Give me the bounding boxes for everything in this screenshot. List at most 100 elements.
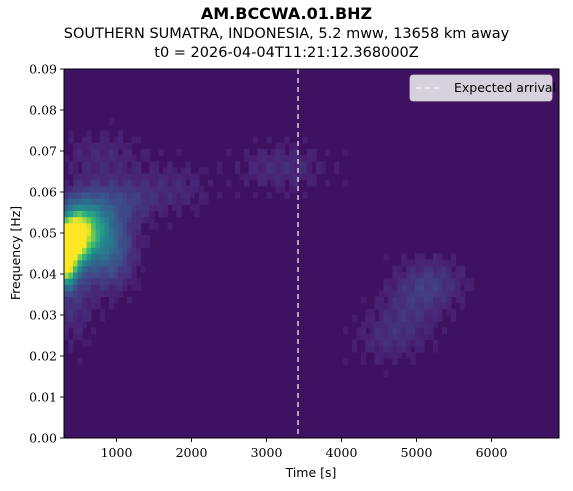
heatmap-cell (136, 192, 142, 199)
heatmap-cell (401, 308, 407, 316)
heatmap-cell (77, 192, 83, 199)
heatmap-cell (163, 192, 169, 199)
heatmap-cell (437, 253, 443, 261)
heatmap-cell (77, 302, 83, 310)
heatmap-cell (392, 321, 398, 328)
heatmap-cell (68, 315, 74, 322)
heatmap-cell (113, 142, 119, 150)
heatmap-cell (64, 315, 70, 322)
heatmap-cell (73, 259, 79, 267)
heatmap-cell (100, 259, 106, 267)
heatmap-cell (86, 290, 92, 298)
x-tick-label: 6000 (476, 445, 508, 460)
heatmap-cell (451, 308, 457, 316)
heatmap-cell (82, 265, 88, 273)
heatmap-cell (154, 167, 160, 175)
heatmap-cell (91, 327, 97, 335)
heatmap-cell (68, 136, 74, 144)
heatmap-cell (271, 167, 277, 175)
heatmap-cell (293, 148, 299, 156)
heatmap-cell (95, 253, 101, 261)
heatmap-cell (68, 228, 74, 236)
heatmap-cell (428, 302, 434, 310)
heatmap-cell (122, 247, 128, 255)
heatmap-cell (433, 271, 439, 279)
heatmap-cell (118, 290, 124, 298)
heatmap-cell (388, 308, 394, 316)
heatmap-cell (131, 241, 137, 248)
heatmap-cell (95, 179, 101, 187)
heatmap-cell (86, 302, 92, 310)
heatmap-cell (145, 173, 151, 181)
heatmap-cell (64, 198, 70, 205)
heatmap-cell (100, 167, 106, 175)
heatmap-cell (109, 278, 115, 285)
heatmap-cell (262, 161, 268, 168)
heatmap-cell (199, 198, 205, 205)
heatmap-cell (122, 142, 128, 150)
heatmap-cell (392, 278, 398, 285)
heatmap-cell (131, 271, 137, 279)
heatmap-cell (73, 278, 79, 285)
heatmap-cell (118, 222, 124, 230)
heatmap-cell (446, 302, 452, 310)
heatmap-cell (127, 185, 133, 193)
heatmap-cell (91, 210, 97, 218)
heatmap-cell (82, 302, 88, 310)
heatmap-cell (253, 155, 259, 162)
heatmap-cell (100, 136, 106, 144)
heatmap-cell (95, 173, 101, 181)
heatmap-cell (149, 173, 155, 181)
heatmap-cell (244, 179, 250, 187)
heatmap-cell (410, 271, 416, 279)
heatmap-cell (104, 284, 110, 291)
heatmap-cell (388, 321, 394, 328)
heatmap-cell (127, 179, 133, 187)
heatmap-cell (374, 351, 380, 359)
heatmap-cell (401, 345, 407, 353)
heatmap-cell (451, 315, 457, 322)
heatmap-cell (64, 290, 70, 298)
heatmap-cell (379, 302, 385, 310)
heatmap-cell (118, 185, 124, 193)
heatmap-cell (136, 173, 142, 181)
heatmap-cell (104, 216, 110, 224)
heatmap-cell (275, 185, 281, 193)
heatmap-cell (109, 216, 115, 224)
heatmap-cell (118, 173, 124, 181)
heatmap-cell (437, 278, 443, 285)
heatmap-cell (145, 204, 151, 212)
heatmap-cell (455, 271, 461, 279)
heatmap-cell (289, 179, 295, 187)
heatmap-cell (392, 315, 398, 322)
heatmap-cell (415, 302, 421, 310)
chart-subtitle-event: SOUTHERN SUMATRA, INDONESIA, 5.2 mww, 13… (63, 26, 510, 42)
heatmap-cell (406, 265, 412, 273)
heatmap-cell (284, 167, 290, 175)
heatmap-cell (95, 192, 101, 199)
heatmap-cell (122, 185, 128, 193)
y-tick-label: 0.07 (29, 144, 57, 159)
heatmap-cell (154, 222, 160, 230)
heatmap-cell (433, 290, 439, 298)
heatmap-cell (127, 173, 133, 181)
heatmap-cell (82, 204, 88, 212)
heatmap-cell (149, 216, 155, 224)
heatmap-cell (316, 161, 322, 168)
heatmap-cell (73, 142, 79, 150)
heatmap-cell (113, 271, 119, 279)
heatmap-cell (325, 179, 331, 187)
heatmap-cell (356, 333, 362, 341)
heatmap-cell (73, 321, 79, 328)
heatmap-cell (113, 296, 119, 304)
heatmap-cell (136, 222, 142, 230)
heatmap-cell (392, 358, 398, 365)
heatmap-cell (73, 241, 79, 248)
heatmap-cell (428, 333, 434, 341)
heatmap-cell (176, 204, 182, 212)
heatmap-cell (77, 315, 83, 322)
heatmap-cell (127, 222, 133, 230)
heatmap-cell (77, 253, 83, 261)
heatmap-cell (271, 161, 277, 168)
heatmap-cell (374, 302, 380, 310)
